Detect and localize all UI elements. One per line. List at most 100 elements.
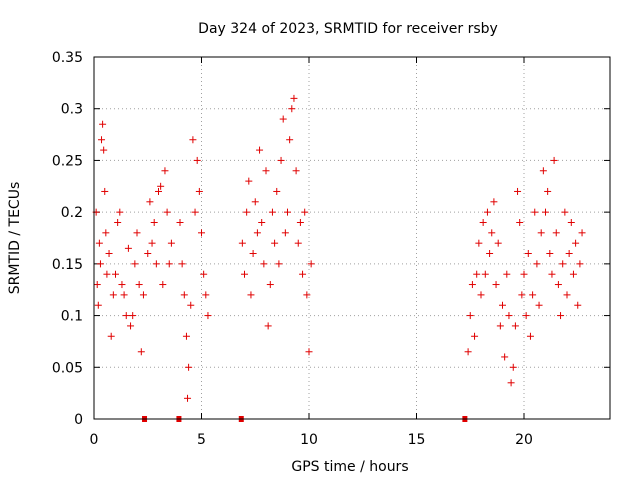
data-point xyxy=(144,250,152,258)
data-point xyxy=(101,187,109,195)
data-point xyxy=(481,270,489,278)
data-point xyxy=(204,312,212,320)
data-point xyxy=(537,229,545,237)
data-point xyxy=(509,363,517,371)
data-point xyxy=(533,260,541,268)
data-point xyxy=(486,250,494,258)
data-point xyxy=(118,281,126,289)
data-point xyxy=(526,332,534,340)
data-point xyxy=(569,270,577,278)
data-point xyxy=(284,208,291,216)
data-point xyxy=(550,156,558,164)
data-point xyxy=(157,182,165,190)
data-point xyxy=(520,270,528,278)
data-point xyxy=(148,239,156,247)
data-point xyxy=(299,270,307,278)
x-axis-label: GPS time / hours xyxy=(291,459,408,475)
data-point xyxy=(468,281,476,289)
data-point xyxy=(159,281,167,289)
y-tick-label: 0.3 xyxy=(61,102,83,118)
data-point xyxy=(574,301,582,309)
data-point xyxy=(576,260,584,268)
data-point xyxy=(184,394,192,402)
data-point xyxy=(503,270,511,278)
data-point xyxy=(567,218,575,226)
data-point xyxy=(120,291,128,299)
axes: 0 0.05 0.1 0.15 0.2 0.25 0.3 0.35 0 5 10 15 20 xyxy=(52,50,610,448)
data-point xyxy=(507,379,515,387)
chart-title: Day 324 of 2023, SRMTID for receiver rsb… xyxy=(198,21,498,37)
data-points xyxy=(92,94,586,422)
data-point xyxy=(258,218,266,226)
y-tick-label: 0.15 xyxy=(52,257,83,273)
data-point xyxy=(161,167,169,175)
data-point xyxy=(262,167,270,175)
data-point xyxy=(548,270,556,278)
data-point xyxy=(187,301,195,309)
data-point xyxy=(93,281,101,289)
data-point xyxy=(150,218,158,226)
data-point xyxy=(165,260,173,268)
data-point xyxy=(490,198,498,206)
data-point xyxy=(483,208,491,216)
data-point xyxy=(260,260,268,268)
data-point xyxy=(466,312,474,320)
data-point xyxy=(535,301,543,309)
data-point xyxy=(155,187,162,195)
data-point xyxy=(193,156,201,164)
data-point xyxy=(127,322,135,330)
data-point xyxy=(256,146,264,154)
data-point xyxy=(294,239,302,247)
data-point xyxy=(499,301,506,309)
y-tick-label: 0.2 xyxy=(61,205,83,221)
data-point xyxy=(103,270,111,278)
y-tick-label: 0.25 xyxy=(52,153,83,169)
data-point xyxy=(189,136,197,144)
data-point xyxy=(94,301,102,309)
data-point xyxy=(518,291,526,299)
data-point xyxy=(100,146,108,154)
data-point xyxy=(305,348,313,356)
data-point xyxy=(542,208,549,216)
data-point xyxy=(544,187,552,195)
data-point xyxy=(198,229,205,237)
data-point xyxy=(133,229,141,237)
data-point xyxy=(114,218,122,226)
data-point xyxy=(247,291,255,299)
data-point xyxy=(511,322,519,330)
data-point xyxy=(494,239,502,247)
data-point xyxy=(268,208,276,216)
y-axis-label: SRMTID / TECUs xyxy=(7,182,23,295)
data-point xyxy=(182,332,190,340)
data-point xyxy=(124,244,132,252)
data-point xyxy=(307,260,315,268)
data-point xyxy=(501,353,509,361)
data-point xyxy=(243,208,251,216)
data-point xyxy=(303,291,311,299)
data-point xyxy=(176,218,184,226)
data-point xyxy=(251,198,259,206)
data-point xyxy=(245,177,253,185)
data-point xyxy=(464,348,472,356)
data-point xyxy=(116,208,124,216)
data-point xyxy=(273,187,281,195)
data-point xyxy=(539,167,547,175)
data-point xyxy=(99,120,107,128)
data-point xyxy=(529,291,537,299)
data-point xyxy=(167,239,175,247)
data-point xyxy=(102,229,110,237)
data-point xyxy=(202,291,210,299)
data-point xyxy=(98,136,106,144)
data-point xyxy=(266,281,274,289)
data-point xyxy=(264,322,272,330)
data-point xyxy=(152,260,160,268)
data-point xyxy=(95,239,103,247)
data-point xyxy=(296,218,304,226)
data-point xyxy=(286,136,294,144)
data-point xyxy=(477,291,485,299)
data-point xyxy=(146,198,154,206)
data-point xyxy=(290,94,298,102)
data-point xyxy=(195,187,203,195)
data-point xyxy=(249,250,257,258)
